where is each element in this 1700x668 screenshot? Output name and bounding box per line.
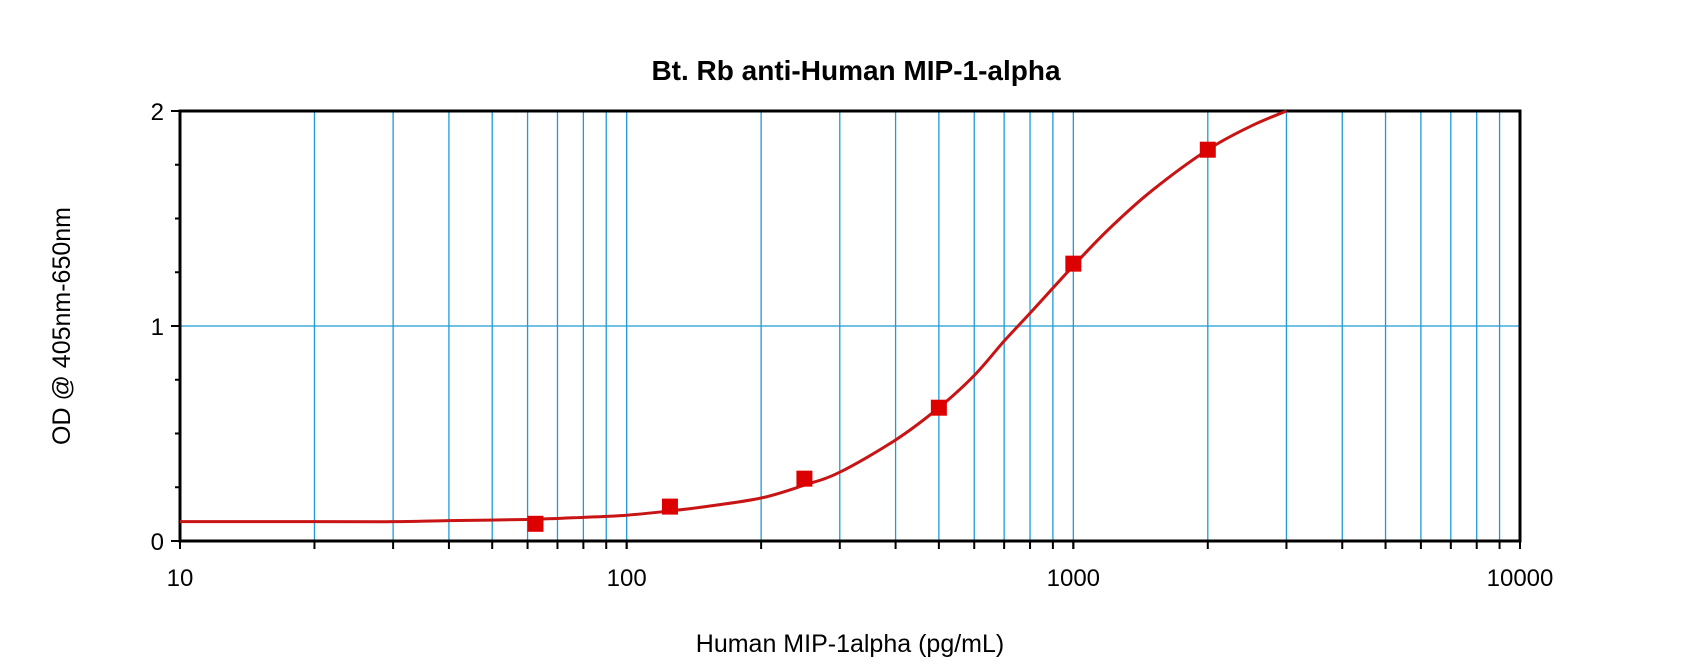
y-tick-label: 2 [151,99,164,126]
axis-ticks [171,110,1521,549]
data-point [1065,255,1082,272]
fit-curve-group [180,109,1288,524]
chart-title: Bt. Rb anti-Human MIP-1-alpha [651,55,1061,86]
data-points [527,141,1216,532]
y-tick-labels: 0 1 2 [151,99,164,556]
x-tick-label: 100 [607,565,647,592]
data-point [527,515,544,532]
x-tick-label: 10000 [1487,565,1554,592]
plot-frame [178,109,1522,543]
fit-curve [180,109,1288,524]
data-point [1199,141,1216,158]
x-tick-labels: 10 100 1000 10000 [167,565,1554,592]
x-tick-label: 10 [167,565,194,592]
x-axis-label: Human MIP-1alpha (pg/mL) [696,630,1004,658]
data-point [661,498,678,515]
data-point [930,399,947,416]
x-tick-label: 1000 [1047,565,1100,592]
y-tick-label: 1 [151,314,164,341]
y-tick-label: 0 [151,529,164,556]
data-point [796,470,813,487]
grid-lines [180,111,1520,541]
y-axis-label: OD @ 405nm-650nm [48,207,76,445]
